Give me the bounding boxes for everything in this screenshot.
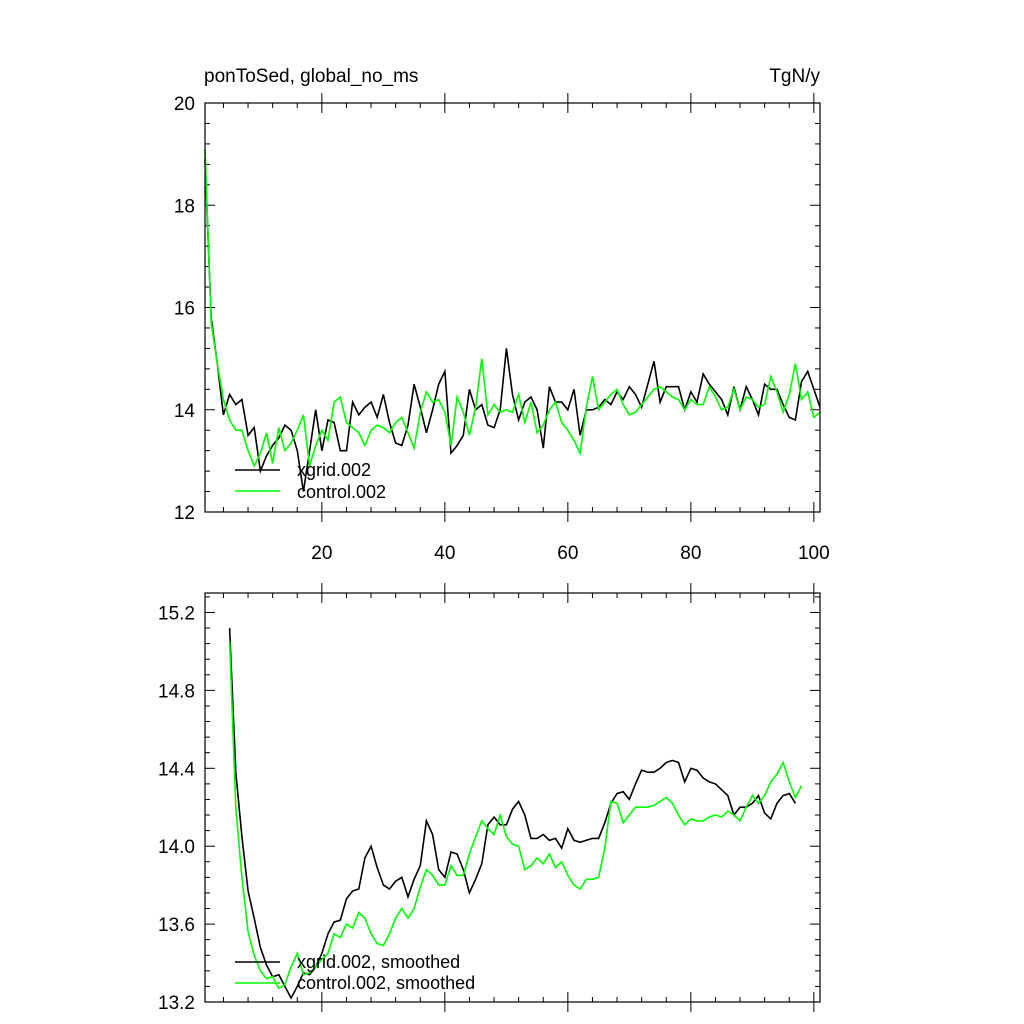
y-tick-label: 13.6 <box>158 915 195 936</box>
legend-label-control-smoothed: control.002, smoothed <box>297 973 475 993</box>
bottom-panel: 13.2 13.6 14.0 14.4 14.8 15.2 xgrid.002, smoo… <box>158 583 821 1014</box>
y-tick-label: 14 <box>174 401 196 422</box>
legend-label-xgrid-smoothed: xgrid.002, smoothed <box>297 952 460 972</box>
x-tick-label: 80 <box>680 543 701 564</box>
legend-label-control: control.002 <box>297 482 386 502</box>
y-tick-label: 15.2 <box>158 603 195 624</box>
top-panel-units: TgN/y <box>769 66 820 87</box>
top-panel-title: ponToSed, global_no_ms <box>204 66 418 87</box>
top-plot-frame <box>204 102 821 513</box>
x-tick-label: 20 <box>311 543 332 564</box>
top-panel: ponToSed, global_no_ms TgN/y 12 14 16 18 20 2… <box>174 66 830 564</box>
bottom-legend: xgrid.002, smoothed control.002, smoothe… <box>235 952 475 993</box>
y-tick-label: 12 <box>174 503 195 524</box>
y-tick-label: 14.8 <box>158 681 195 702</box>
series-line-control <box>204 148 821 468</box>
y-tick-label: 18 <box>174 196 195 217</box>
y-tick-label: 20 <box>174 94 195 115</box>
bottom-plot-frame <box>204 592 821 1003</box>
x-tick-label: 40 <box>434 543 455 564</box>
x-tick-label: 100 <box>798 543 830 564</box>
y-tick-label: 14.4 <box>158 759 195 780</box>
x-tick-label: 60 <box>557 543 578 564</box>
y-tick-label: 13.2 <box>158 993 195 1014</box>
series-line-xgrid <box>204 159 821 492</box>
series-line-control <box>228 641 803 990</box>
y-tick-label: 16 <box>174 299 195 320</box>
legend-label-xgrid: xgrid.002 <box>297 460 371 480</box>
top-legend: xgrid.002 control.002 <box>235 460 386 502</box>
series-line-xgrid <box>228 628 797 1000</box>
y-tick-label: 14.0 <box>158 837 195 858</box>
